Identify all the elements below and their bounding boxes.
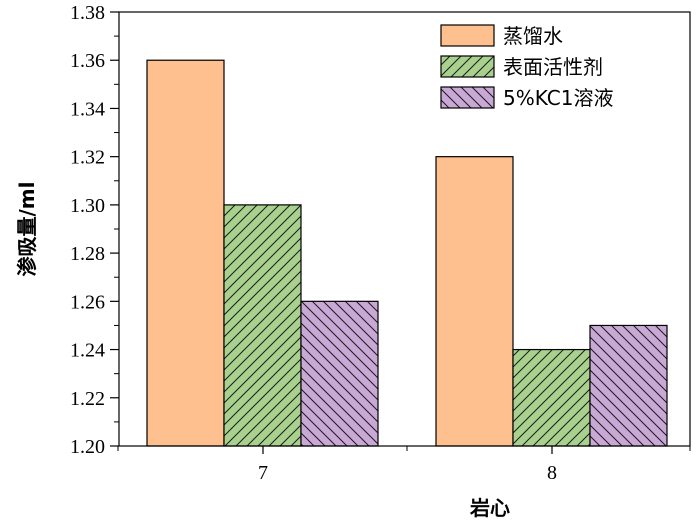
legend-label-3: 5%KC1溶液 bbox=[503, 86, 613, 110]
bars bbox=[146, 59, 668, 447]
y-tick-label: 1.30 bbox=[70, 195, 105, 217]
y-tick-label: 1.32 bbox=[70, 147, 105, 169]
bar-3-8 bbox=[589, 324, 668, 447]
y-tick-label: 1.34 bbox=[70, 98, 105, 120]
y-tick-label: 1.24 bbox=[70, 340, 105, 362]
x-tick-label: 8 bbox=[547, 462, 557, 484]
bar-3-7 bbox=[300, 300, 379, 447]
bar-1-7 bbox=[146, 59, 225, 447]
legend-label-2: 表面活性剂 bbox=[503, 55, 603, 79]
legend-label-1: 蒸馏水 bbox=[503, 24, 563, 48]
y-tick-label: 1.22 bbox=[70, 388, 105, 410]
x-axis-title: 岩心 bbox=[469, 496, 510, 520]
y-axis-title: 渗吸量/ml bbox=[15, 182, 39, 277]
y-tick-label: 1.36 bbox=[70, 50, 105, 72]
bar-2-7 bbox=[223, 204, 302, 447]
bar-1-8 bbox=[435, 156, 514, 447]
y-tick-label: 1.26 bbox=[70, 291, 105, 313]
y-tick-label: 1.28 bbox=[70, 243, 105, 265]
legend-swatch-2 bbox=[440, 55, 495, 78]
bar-2-8 bbox=[512, 348, 591, 447]
y-tick-label: 1.38 bbox=[70, 2, 105, 24]
x-tick-label: 7 bbox=[258, 462, 268, 484]
y-tick-label: 1.20 bbox=[70, 436, 105, 458]
legend-swatch-3 bbox=[440, 86, 495, 109]
y-axis-ticks: 1.20 1.22 1.24 1.26 1.28 1.30 1.32 1.34 1.36 1.38 bbox=[70, 2, 119, 458]
legend-swatch-1 bbox=[440, 24, 495, 47]
